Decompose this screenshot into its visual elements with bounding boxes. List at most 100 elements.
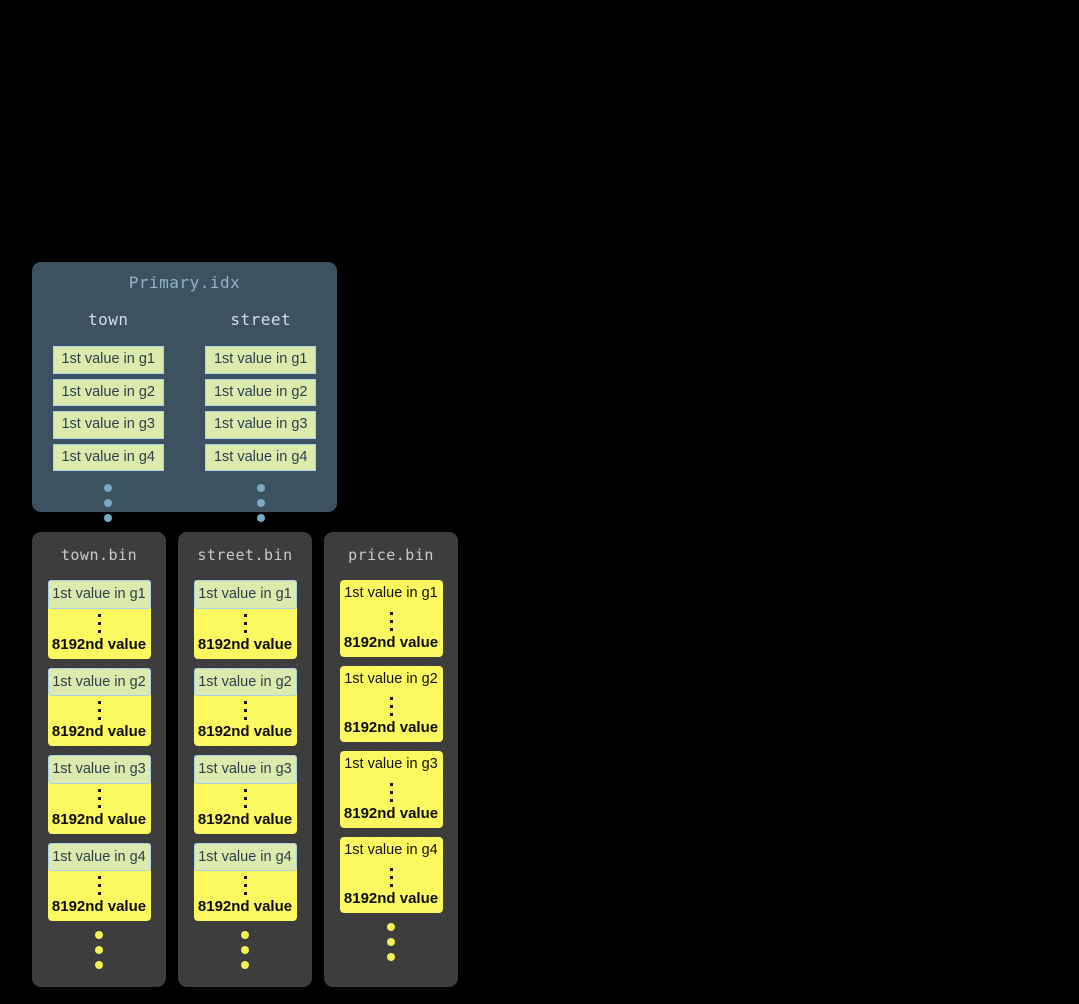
ellipsis-dot bbox=[97, 892, 101, 895]
granule-ellipsis-dots bbox=[243, 871, 247, 899]
granule-last-value: 8192nd value bbox=[51, 723, 147, 740]
primary-index-title: Primary.idx bbox=[128, 273, 241, 292]
granule-first-value: 1st value in g1 bbox=[344, 585, 438, 601]
granule-first-value: 1st value in g1 bbox=[193, 580, 297, 609]
granule-first-value: 1st value in g2 bbox=[193, 667, 297, 696]
granule-last-value: 8192nd value bbox=[197, 723, 293, 740]
ellipsis-dot bbox=[256, 484, 265, 492]
ellipsis-dot bbox=[97, 629, 101, 633]
ellipsis-dot bbox=[387, 953, 395, 961]
ellipsis-dot bbox=[389, 713, 393, 716]
bin-granule-block: 1st value in g4 8192nd value bbox=[47, 842, 151, 921]
ellipsis-dot bbox=[97, 717, 101, 720]
bin-granule-block: 1st value in g3 8192nd value bbox=[47, 755, 151, 834]
bin-ellipsis-dots bbox=[241, 921, 249, 987]
ellipsis-dot bbox=[389, 705, 393, 708]
ellipsis-dot bbox=[97, 796, 101, 800]
index-column-header: town bbox=[87, 310, 129, 329]
ellipsis-dot bbox=[95, 961, 103, 969]
granule-first-value: 1st value in g2 bbox=[344, 670, 438, 687]
primary-index-panel: Primary.idx town 1st value in g1 1st value… bbox=[32, 262, 337, 522]
granule-ellipsis-dots bbox=[97, 784, 101, 812]
ellipsis-dot bbox=[389, 619, 393, 623]
ellipsis-dot bbox=[243, 613, 247, 617]
granule-first-value: 1st value in g4 bbox=[193, 842, 297, 871]
ellipsis-dot bbox=[389, 876, 393, 879]
ellipsis-dot bbox=[389, 868, 393, 871]
primary-index-columns: town 1st value in g1 1st value in g2 1st va… bbox=[32, 310, 337, 522]
bin-granule-block: 1st value in g3 8192nd value bbox=[339, 751, 443, 828]
ellipsis-dot bbox=[387, 938, 395, 946]
granule-ellipsis-dots bbox=[243, 696, 247, 724]
index-entry: 1st value in g2 bbox=[205, 378, 317, 406]
ellipsis-dot bbox=[241, 946, 249, 954]
bin-block-list: 1st value in g1 8192nd value 1st value in … bbox=[193, 580, 297, 921]
ellipsis-dot bbox=[104, 499, 113, 507]
index-entry: 1st value in g4 bbox=[205, 443, 317, 471]
ellipsis-dot bbox=[243, 804, 247, 808]
ellipsis-dot bbox=[97, 709, 101, 712]
ellipsis-dot bbox=[256, 514, 265, 522]
index-column-town: town 1st value in g1 1st value in g2 1st va… bbox=[32, 310, 185, 522]
granule-ellipsis-dots bbox=[97, 871, 101, 899]
granule-last-value: 8192nd value bbox=[197, 810, 293, 828]
granule-last-value: 8192nd value bbox=[343, 890, 439, 907]
ellipsis-dot bbox=[387, 923, 395, 931]
granule-last-value: 8192nd value bbox=[197, 898, 293, 915]
granule-ellipsis-dots bbox=[243, 609, 247, 637]
ellipsis-dot bbox=[389, 782, 393, 786]
granule-ellipsis-dots bbox=[243, 784, 247, 812]
ellipsis-dot bbox=[389, 798, 393, 802]
bin-ellipsis-dots bbox=[387, 913, 395, 979]
ellipsis-dot bbox=[243, 629, 247, 633]
ellipsis-dot bbox=[97, 613, 101, 617]
bin-panel-title: price.bin bbox=[348, 546, 434, 564]
granule-first-value: 1st value in g1 bbox=[47, 580, 151, 609]
index-entry: 1st value in g3 bbox=[205, 411, 317, 439]
bin-block-list: 1st value in g1 8192nd value 1st value in … bbox=[47, 580, 151, 921]
bin-panel-town-bin: town.bin 1st value in g1 8192nd value 1st v… bbox=[32, 532, 166, 987]
bin-granule-block: 1st value in g1 8192nd value bbox=[47, 580, 151, 659]
granule-ellipsis-dots bbox=[389, 692, 393, 720]
ellipsis-dot bbox=[389, 884, 393, 887]
granule-ellipsis-dots bbox=[389, 778, 393, 806]
index-column-header: street bbox=[230, 310, 292, 329]
index-entry: 1st value in g1 bbox=[52, 346, 164, 374]
bin-granule-block: 1st value in g1 8192nd value bbox=[193, 580, 297, 659]
ellipsis-dot bbox=[389, 790, 393, 794]
ellipsis-dot bbox=[243, 717, 247, 720]
ellipsis-dot bbox=[97, 884, 101, 887]
granule-first-value: 1st value in g3 bbox=[344, 756, 438, 772]
index-ellipsis-dots bbox=[256, 484, 265, 522]
ellipsis-dot bbox=[241, 931, 249, 939]
granule-first-value: 1st value in g3 bbox=[193, 755, 297, 784]
bin-granule-block: 1st value in g1 8192nd value bbox=[339, 580, 443, 657]
index-column-street: street 1st value in g1 1st value in g2 1st … bbox=[185, 310, 338, 522]
bin-panel-title: town.bin bbox=[60, 546, 138, 564]
granule-last-value: 8192nd value bbox=[51, 635, 147, 653]
ellipsis-dot bbox=[95, 946, 103, 954]
index-entry: 1st value in g2 bbox=[52, 378, 164, 406]
bin-panel-price-bin: price.bin 1st value in g1 8192nd value 1st … bbox=[324, 532, 458, 987]
ellipsis-dot bbox=[97, 701, 101, 704]
ellipsis-dot bbox=[389, 611, 393, 615]
ellipsis-dot bbox=[243, 796, 247, 800]
ellipsis-dot bbox=[389, 697, 393, 700]
granule-ellipsis-dots bbox=[389, 607, 393, 635]
ellipsis-dot bbox=[243, 884, 247, 887]
granule-last-value: 8192nd value bbox=[197, 635, 293, 653]
bin-ellipsis-dots bbox=[95, 921, 103, 987]
ellipsis-dot bbox=[97, 788, 101, 792]
index-entry: 1st value in g3 bbox=[52, 411, 164, 439]
granule-last-value: 8192nd value bbox=[51, 810, 147, 828]
bin-granule-block: 1st value in g2 8192nd value bbox=[193, 667, 297, 746]
ellipsis-dot bbox=[97, 876, 101, 879]
ellipsis-dot bbox=[241, 961, 249, 969]
granule-ellipsis-dots bbox=[97, 609, 101, 637]
granule-first-value: 1st value in g3 bbox=[47, 755, 151, 784]
granule-first-value: 1st value in g4 bbox=[344, 841, 438, 858]
granule-last-value: 8192nd value bbox=[51, 898, 147, 915]
ellipsis-dot bbox=[243, 709, 247, 712]
ellipsis-dot bbox=[97, 621, 101, 625]
ellipsis-dot bbox=[243, 892, 247, 895]
